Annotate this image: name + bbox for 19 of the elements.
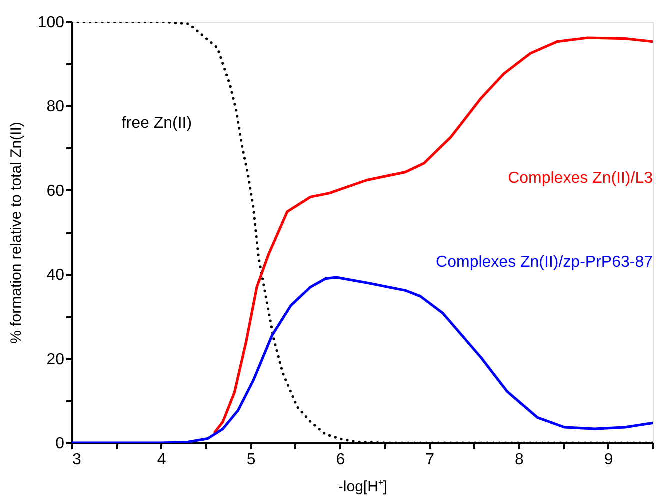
text: Complexes Zn(II)/L3: [508, 170, 654, 187]
y-tick-label: 60: [46, 182, 65, 200]
x-tick-label: 7: [426, 452, 435, 468]
y-tick-label: 20: [46, 351, 65, 368]
y-tick-label: 100: [38, 14, 65, 32]
x-tick-label: 3: [72, 452, 82, 468]
text: free Zn(II): [122, 115, 192, 132]
x-tick-label: 4: [157, 452, 166, 468]
series-label: Complexes Zn(II)/zp-PrP63-87: [436, 254, 654, 271]
line-series: [214, 36, 653, 434]
y-axis-title: % formation relative to total Zn(II): [8, 122, 25, 344]
x-tick-label: 8: [514, 452, 524, 468]
x-tick-label: 5: [246, 452, 256, 468]
y-tick-label: 0: [56, 436, 65, 452]
y-tick-label: 80: [46, 98, 65, 116]
x-axis-title: -log[H⁺]: [338, 478, 388, 496]
x-tick-label: 9: [604, 452, 614, 468]
y-tick-label: 40: [46, 267, 65, 284]
x-tick-label: 6: [336, 452, 346, 468]
